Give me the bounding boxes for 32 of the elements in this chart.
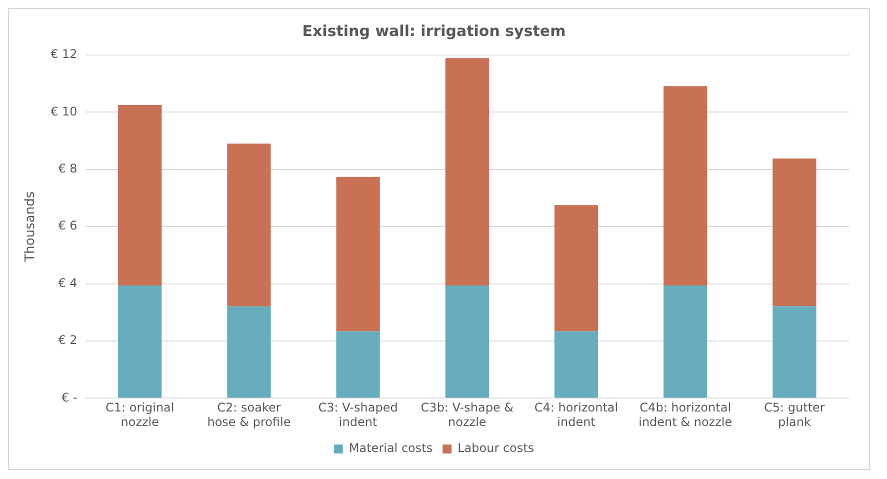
- y-tick-label: € 4: [58, 276, 78, 290]
- bar: [227, 306, 271, 398]
- y-tick-label: € 10: [50, 104, 78, 118]
- y-axis-title: Thousands: [23, 191, 38, 263]
- bar: [772, 306, 816, 398]
- x-tick-label: C3: V-shaped indent: [318, 400, 398, 429]
- x-tick-label: C4b: horizontal indent & nozzle: [638, 400, 732, 429]
- y-tick-label: € 12: [50, 47, 78, 62]
- bar: [664, 286, 708, 398]
- bar: [445, 286, 489, 398]
- bar: [336, 176, 380, 332]
- bar: [445, 58, 489, 286]
- bar: [118, 105, 162, 286]
- bar: [772, 158, 816, 306]
- bar: [664, 86, 708, 286]
- bar: [227, 144, 271, 306]
- x-tick-label: C3b: V-shape & nozzle: [420, 400, 514, 429]
- x-tick-label: C2: soaker hose & profile: [207, 400, 291, 429]
- y-tick-label: € 8: [58, 162, 78, 176]
- bar: [336, 331, 380, 398]
- legend-label: Material costs: [348, 441, 433, 456]
- y-tick-label: € -: [62, 390, 78, 404]
- bar: [118, 286, 162, 398]
- chart-title: Existing wall: irrigation system: [302, 22, 566, 40]
- x-tick-label: C5: gutter plank: [764, 400, 825, 429]
- y-tick-label: € 6: [58, 218, 78, 233]
- y-tick-label: € 2: [58, 333, 78, 348]
- x-tick-label: C1: original nozzle: [106, 400, 174, 429]
- bar: [554, 205, 598, 332]
- x-tick-label: C4: horizontal indent: [534, 400, 618, 429]
- bar: [554, 331, 598, 398]
- legend-label: Labour costs: [458, 441, 534, 456]
